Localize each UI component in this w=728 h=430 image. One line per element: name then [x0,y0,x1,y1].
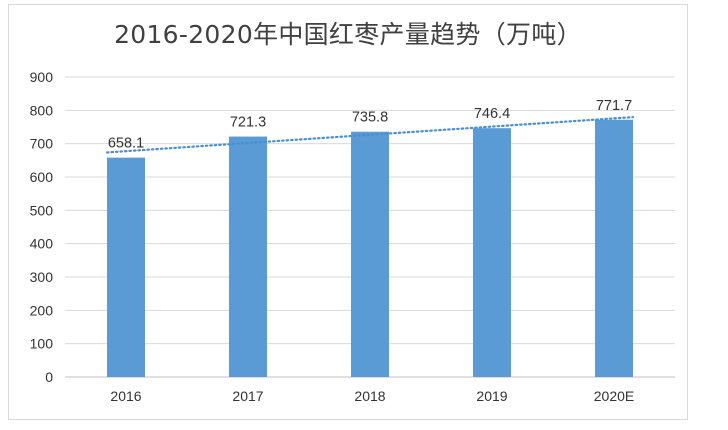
bar-2016 [107,157,145,377]
data-label: 658.1 [108,136,144,152]
bar-2017 [229,136,267,377]
trendline [105,116,635,154]
y-tick-label: 300 [30,269,54,285]
y-tick-label: 500 [30,202,54,218]
x-tick-label: 2017 [232,388,263,404]
y-tick-label: 400 [30,236,54,252]
chart-card: 2016-2020年中国红枣产量趋势（万吨） 0 100 200 300 400 500 6… [8,4,688,420]
plot-area: 0 100 200 300 400 500 600 700 800 900 2016 2017 2018… [30,69,675,404]
axes: 0 100 200 300 400 500 600 700 800 900 2016 2017 2018… [30,69,635,404]
y-tick-label: 800 [30,102,54,118]
x-tick-label: 2016 [110,388,141,404]
bar-2019 [473,128,511,377]
x-tick-label: 2019 [476,388,507,404]
y-tick-label: 600 [30,169,54,185]
bar-2020E [595,119,633,378]
data-label: 735.8 [352,110,388,126]
bars [107,119,633,378]
x-tick-label: 2020E [594,388,634,404]
y-tick-label: 0 [45,369,53,385]
chart-title: 2016-2020年中国红枣产量趋势（万吨） [114,20,582,49]
x-tick-label: 2018 [354,388,385,404]
data-label: 746.4 [474,106,510,122]
data-label: 771.7 [596,98,632,114]
data-labels: 658.1 721.3 735.8 746.4 771.7 [108,98,632,152]
y-tick-label: 200 [30,302,54,318]
y-tick-label: 700 [30,136,54,152]
trendline-layer [105,116,635,154]
y-tick-label: 900 [30,69,54,85]
bar-2018 [351,131,389,377]
data-label: 721.3 [230,115,266,131]
y-tick-label: 100 [30,336,54,352]
